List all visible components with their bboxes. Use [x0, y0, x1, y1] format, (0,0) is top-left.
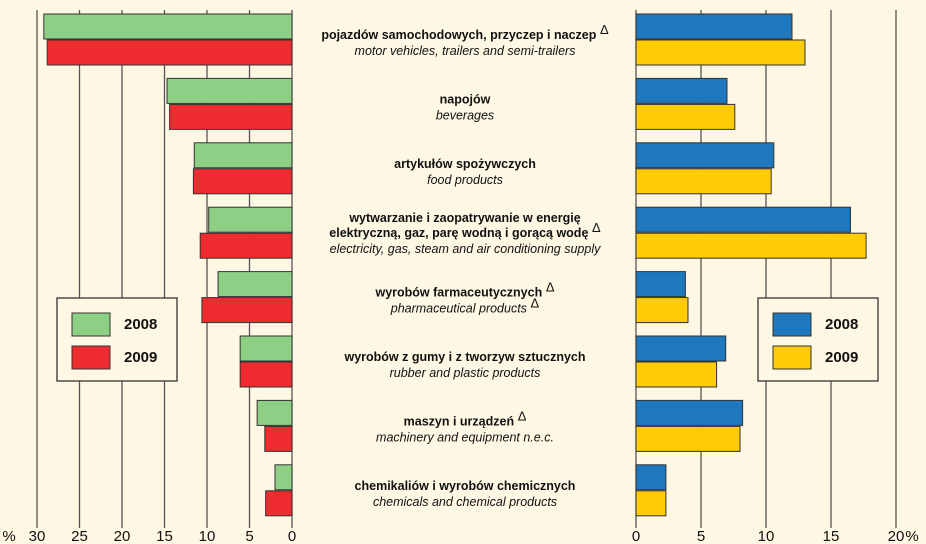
bar — [239, 335, 293, 362]
bar — [199, 232, 293, 259]
bar — [208, 206, 293, 233]
x-tick-label: 25 — [71, 528, 88, 544]
x-tick-label: 0 — [288, 528, 296, 544]
bar — [217, 271, 293, 298]
bar — [635, 361, 718, 388]
bar — [635, 464, 667, 491]
category-label-pl: maszyn i urządzeń Δ — [404, 409, 527, 429]
category-label-pl: napojów — [440, 93, 491, 107]
bar — [192, 168, 293, 195]
bar — [265, 490, 293, 517]
legend-box — [757, 297, 879, 382]
category-label-en: electricity, gas, steam and air conditio… — [330, 242, 601, 256]
category-label-en: rubber and plastic products — [390, 366, 541, 380]
x-tick-label: 10 — [758, 528, 775, 544]
bar — [635, 399, 744, 426]
x-tick-label: 20 — [888, 528, 905, 544]
legend-swatch — [772, 312, 812, 337]
bar — [635, 13, 793, 40]
legend-swatch — [772, 345, 812, 370]
bar — [166, 77, 293, 104]
category-label-en: chemicals and chemical products — [373, 495, 557, 509]
x-tick-label: 15 — [823, 528, 840, 544]
category-label-en: beverages — [436, 109, 494, 123]
category-label-en: motor vehicles, trailers and semi-traile… — [355, 44, 576, 58]
bar — [256, 399, 293, 426]
bar — [193, 142, 293, 169]
category-label-pl: chemikaliów i wyrobów chemicznych — [355, 479, 576, 493]
legend-swatch — [71, 345, 111, 370]
legend-label: 2008 — [124, 316, 157, 333]
bar — [635, 39, 806, 66]
bar — [201, 297, 293, 324]
legend-label: 2008 — [825, 316, 858, 333]
bar — [635, 490, 667, 517]
bar — [635, 271, 686, 298]
x-tick-label: 5 — [245, 528, 253, 544]
x-tick-label: 15 — [156, 528, 173, 544]
category-label-en: food products — [427, 173, 503, 187]
category-label-en: pharmaceutical products Δ — [390, 296, 540, 316]
category-label-pl: wyrobów z gumy i z tworzyw sztucznych — [343, 350, 585, 364]
bar — [635, 425, 741, 452]
unit-label: % — [905, 528, 918, 544]
bar — [43, 13, 293, 40]
x-tick-label: 20 — [114, 528, 131, 544]
bar — [635, 335, 727, 362]
category-label-en: machinery and equipment n.e.c. — [376, 431, 554, 445]
x-tick-label: 5 — [697, 528, 705, 544]
bar — [635, 232, 867, 259]
bar — [46, 39, 293, 66]
x-tick-label: 30 — [29, 528, 46, 544]
category-label-pl: wyrobów farmaceutycznych Δ — [374, 280, 554, 300]
bar — [635, 77, 728, 104]
x-tick-label: 0 — [632, 528, 640, 544]
x-tick-label: 10 — [199, 528, 216, 544]
category-label-pl: pojazdów samochodowych, przyczep i nacze… — [321, 22, 609, 42]
bar — [169, 103, 293, 130]
bar — [635, 297, 689, 324]
category-label-pl: wytwarzanie i zaopatrywanie w energię — [348, 211, 580, 225]
category-label-pl: elektryczną, gaz, parę wodną i gorącą wo… — [329, 220, 601, 240]
bar — [635, 206, 851, 233]
unit-label: % — [2, 528, 15, 544]
legend-label: 2009 — [124, 349, 157, 366]
bar — [239, 361, 293, 388]
category-label-pl: artykułów spożywczych — [394, 157, 536, 171]
bar — [635, 142, 775, 169]
bar — [274, 464, 293, 491]
bar — [635, 168, 772, 195]
bar — [635, 103, 736, 130]
bar — [264, 425, 293, 452]
legend-label: 2009 — [825, 349, 858, 366]
legend-swatch — [71, 312, 111, 337]
